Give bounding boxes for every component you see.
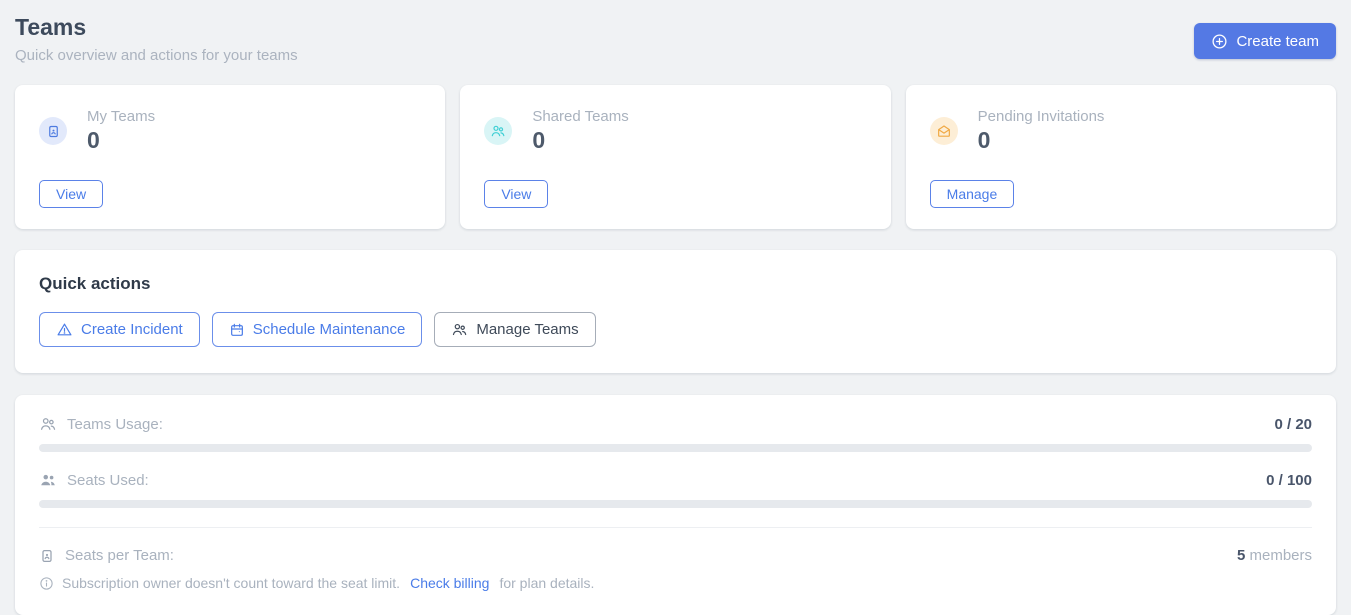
teams-usage-progressbar <box>39 444 1312 452</box>
open-envelope-icon <box>929 117 958 145</box>
seats-per-team-number: 5 <box>1236 547 1246 564</box>
contact-badge-icon <box>39 548 55 564</box>
card-label: Shared Teams <box>532 108 629 125</box>
seat-limit-note: Subscription owner doesn't count toward … <box>39 575 1312 595</box>
usage-panel: Teams Usage: 0 / 20 Seats Used: 0 / 100 <box>15 395 1336 615</box>
card-text: Pending Invitations 0 <box>978 108 1105 154</box>
card-value: 0 <box>532 127 546 153</box>
info-circle-icon <box>39 576 54 591</box>
create-team-button[interactable]: Create team <box>1194 23 1336 59</box>
seats-used-label-group: Seats Used: <box>39 471 149 489</box>
card-value: 0 <box>87 127 100 153</box>
seats-per-team-label: Seats per Team: <box>65 547 174 564</box>
pending-invitations-manage-button[interactable]: Manage <box>929 180 1015 208</box>
warning-triangle-icon <box>56 321 73 338</box>
people-group-icon <box>39 415 57 433</box>
shared-teams-view-button[interactable]: View <box>484 180 549 208</box>
card-text: My Teams 0 <box>87 108 155 154</box>
quick-actions-row: Create Incident Schedule Maintenance Man… <box>39 312 1312 347</box>
people-group-icon <box>484 117 513 145</box>
create-incident-button[interactable]: Create Incident <box>39 312 200 347</box>
create-team-label: Create team <box>1236 32 1319 50</box>
page-title: Teams <box>15 14 87 40</box>
usage-divider <box>39 527 1312 528</box>
card-label: My Teams <box>87 108 156 125</box>
pending-invitations-card: Pending Invitations 0 Manage <box>905 85 1336 229</box>
card-value: 0 <box>977 127 991 153</box>
quick-actions-panel: Quick actions Create Incident Schedule M… <box>15 250 1336 373</box>
quick-actions-title: Quick actions <box>39 274 151 293</box>
seats-used-value: 0 / 100 <box>1266 471 1312 489</box>
manage-teams-button[interactable]: Manage Teams <box>434 312 596 347</box>
my-teams-view-button[interactable]: View <box>39 180 104 208</box>
schedule-maintenance-label: Schedule Maintenance <box>252 321 406 338</box>
people-filled-icon <box>39 471 57 489</box>
people-group-icon <box>451 321 468 338</box>
manage-teams-label: Manage Teams <box>476 321 579 338</box>
note-text-before: Subscription owner doesn't count toward … <box>62 575 401 591</box>
teams-usage-row: Teams Usage: 0 / 20 <box>39 415 1312 433</box>
check-billing-link[interactable]: Check billing <box>410 575 490 591</box>
teams-usage-label: Teams Usage: <box>67 415 163 433</box>
page-subtitle: Quick overview and actions for your team… <box>15 47 298 64</box>
contact-badge-icon <box>39 117 67 145</box>
my-teams-card: My Teams 0 View <box>15 85 446 229</box>
schedule-maintenance-button[interactable]: Schedule Maintenance <box>211 312 423 347</box>
note-text-after: for plan details. <box>499 575 595 591</box>
card-text: Shared Teams 0 <box>532 108 628 154</box>
create-incident-label: Create Incident <box>81 321 183 338</box>
header-text: Teams Quick overview and actions for you… <box>15 14 298 64</box>
stats-row: My Teams 0 View Shared Teams 0 View <box>15 85 1336 229</box>
page-header: Teams Quick overview and actions for you… <box>15 14 1336 64</box>
seats-used-label: Seats Used: <box>67 471 149 489</box>
seats-per-team-suffix: members <box>1245 547 1312 564</box>
seats-per-team-row: Seats per Team: 5 members <box>39 547 1312 564</box>
plus-circle-icon <box>1211 33 1228 50</box>
seats-per-team-label-group: Seats per Team: <box>39 547 174 564</box>
seats-used-progressbar <box>39 500 1312 508</box>
seats-per-team-value: 5 members <box>1237 547 1312 564</box>
seats-used-row: Seats Used: 0 / 100 <box>39 471 1312 489</box>
teams-usage-label-group: Teams Usage: <box>39 415 163 433</box>
teams-usage-value: 0 / 20 <box>1274 415 1312 433</box>
shared-teams-card: Shared Teams 0 View <box>460 85 891 229</box>
card-label: Pending Invitations <box>977 108 1105 125</box>
calendar-icon <box>229 322 245 338</box>
